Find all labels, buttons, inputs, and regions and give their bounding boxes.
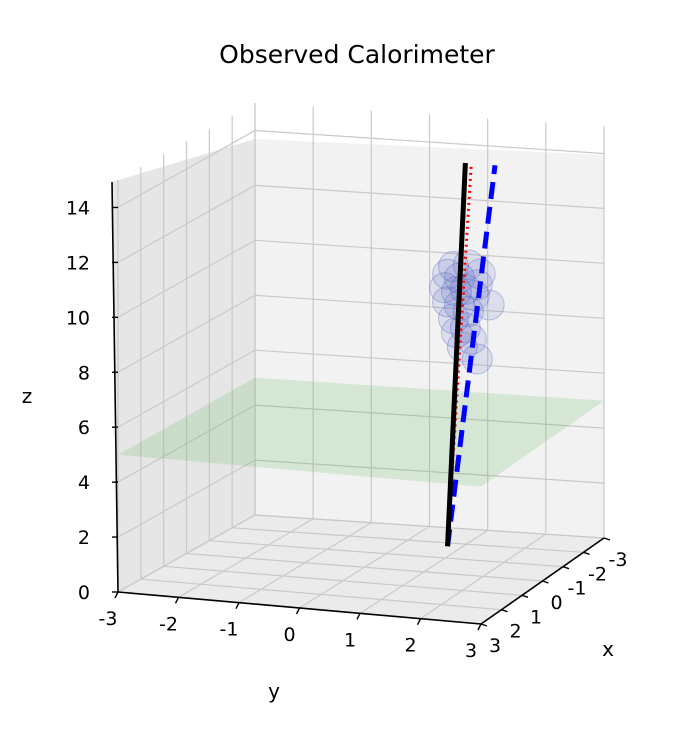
x-tick-label: 0 — [550, 592, 562, 614]
z-tick-label: 0 — [78, 582, 90, 604]
z-tick-label: 12 — [66, 252, 90, 274]
y-tick-label: -1 — [220, 619, 239, 641]
z-tick-label: 8 — [78, 362, 90, 384]
floor-gridline-x — [209, 540, 564, 568]
x-tick-mark — [562, 566, 570, 570]
gridline-z — [117, 349, 605, 428]
tracks-group — [445, 162, 498, 547]
x-tick-label: 3 — [489, 635, 501, 657]
y-tick-mark — [477, 623, 482, 631]
y-axis-label: y — [268, 679, 280, 703]
y-tick-mark — [356, 613, 361, 620]
track-dashed-line — [445, 165, 498, 547]
x-tick-label: -1 — [568, 578, 587, 600]
grid-lines — [117, 103, 605, 625]
calorimeter-hit — [473, 289, 505, 321]
y-tick-mark — [416, 618, 422, 625]
y-tick-mark — [174, 597, 180, 604]
y-tick-label: -3 — [99, 608, 118, 630]
z-tick-label: 2 — [78, 527, 90, 549]
y-tick-mark — [235, 602, 240, 609]
chart-title: Observed Calorimeter — [219, 40, 495, 69]
x-tick-mark — [583, 551, 590, 555]
gridline-z — [117, 184, 605, 263]
x-tick-label: -2 — [588, 563, 607, 585]
gridline-z — [117, 404, 605, 483]
floor-gridline-x — [140, 578, 502, 611]
y-tick-label: 1 — [344, 629, 356, 651]
y-tick-mark — [114, 591, 119, 599]
y-tick-label: -2 — [159, 613, 178, 635]
y-tick-label: 2 — [404, 635, 416, 657]
x-tick-mark — [542, 580, 549, 584]
y-tick-mark — [295, 607, 301, 615]
z-tick-label: 14 — [66, 197, 90, 219]
calorimeter-hit — [432, 286, 464, 318]
z-tick-label: 10 — [66, 307, 90, 329]
gridline-z — [117, 514, 605, 593]
x-tick-mark — [480, 623, 488, 627]
x-axis-label: x — [602, 637, 614, 661]
z-tick-label: 6 — [78, 417, 90, 439]
z-axis-label: z — [22, 384, 33, 408]
hits-group — [429, 249, 505, 375]
gridline-z — [117, 459, 605, 538]
x-tick-mark — [603, 537, 611, 541]
gridline-z — [117, 294, 605, 373]
calorimeter-plane-group — [118, 377, 604, 487]
y-tick-label: 0 — [283, 624, 295, 646]
floor-gridline-x — [232, 527, 584, 553]
calorimeter-hit — [461, 343, 493, 375]
track-dotted-line — [446, 163, 473, 547]
y-tick-label: 3 — [465, 640, 477, 662]
gridline-z — [117, 239, 605, 318]
track-solid-line — [445, 162, 468, 547]
floor-gridline-x — [163, 565, 523, 596]
gridline-z — [117, 129, 605, 209]
x-tick-label: 1 — [530, 606, 542, 628]
calorimeter-hit — [461, 269, 493, 301]
x-tick-label: 2 — [509, 621, 521, 643]
left-pane — [112, 139, 255, 592]
z-tick-label: 4 — [78, 472, 90, 494]
calorimeter-plane — [118, 377, 604, 487]
floor-gridline-x — [186, 552, 543, 582]
x-tick-mark — [521, 594, 529, 598]
x-tick-mark — [501, 609, 508, 613]
z-axis-line — [111, 181, 119, 593]
x-tick-label: -3 — [609, 549, 628, 571]
